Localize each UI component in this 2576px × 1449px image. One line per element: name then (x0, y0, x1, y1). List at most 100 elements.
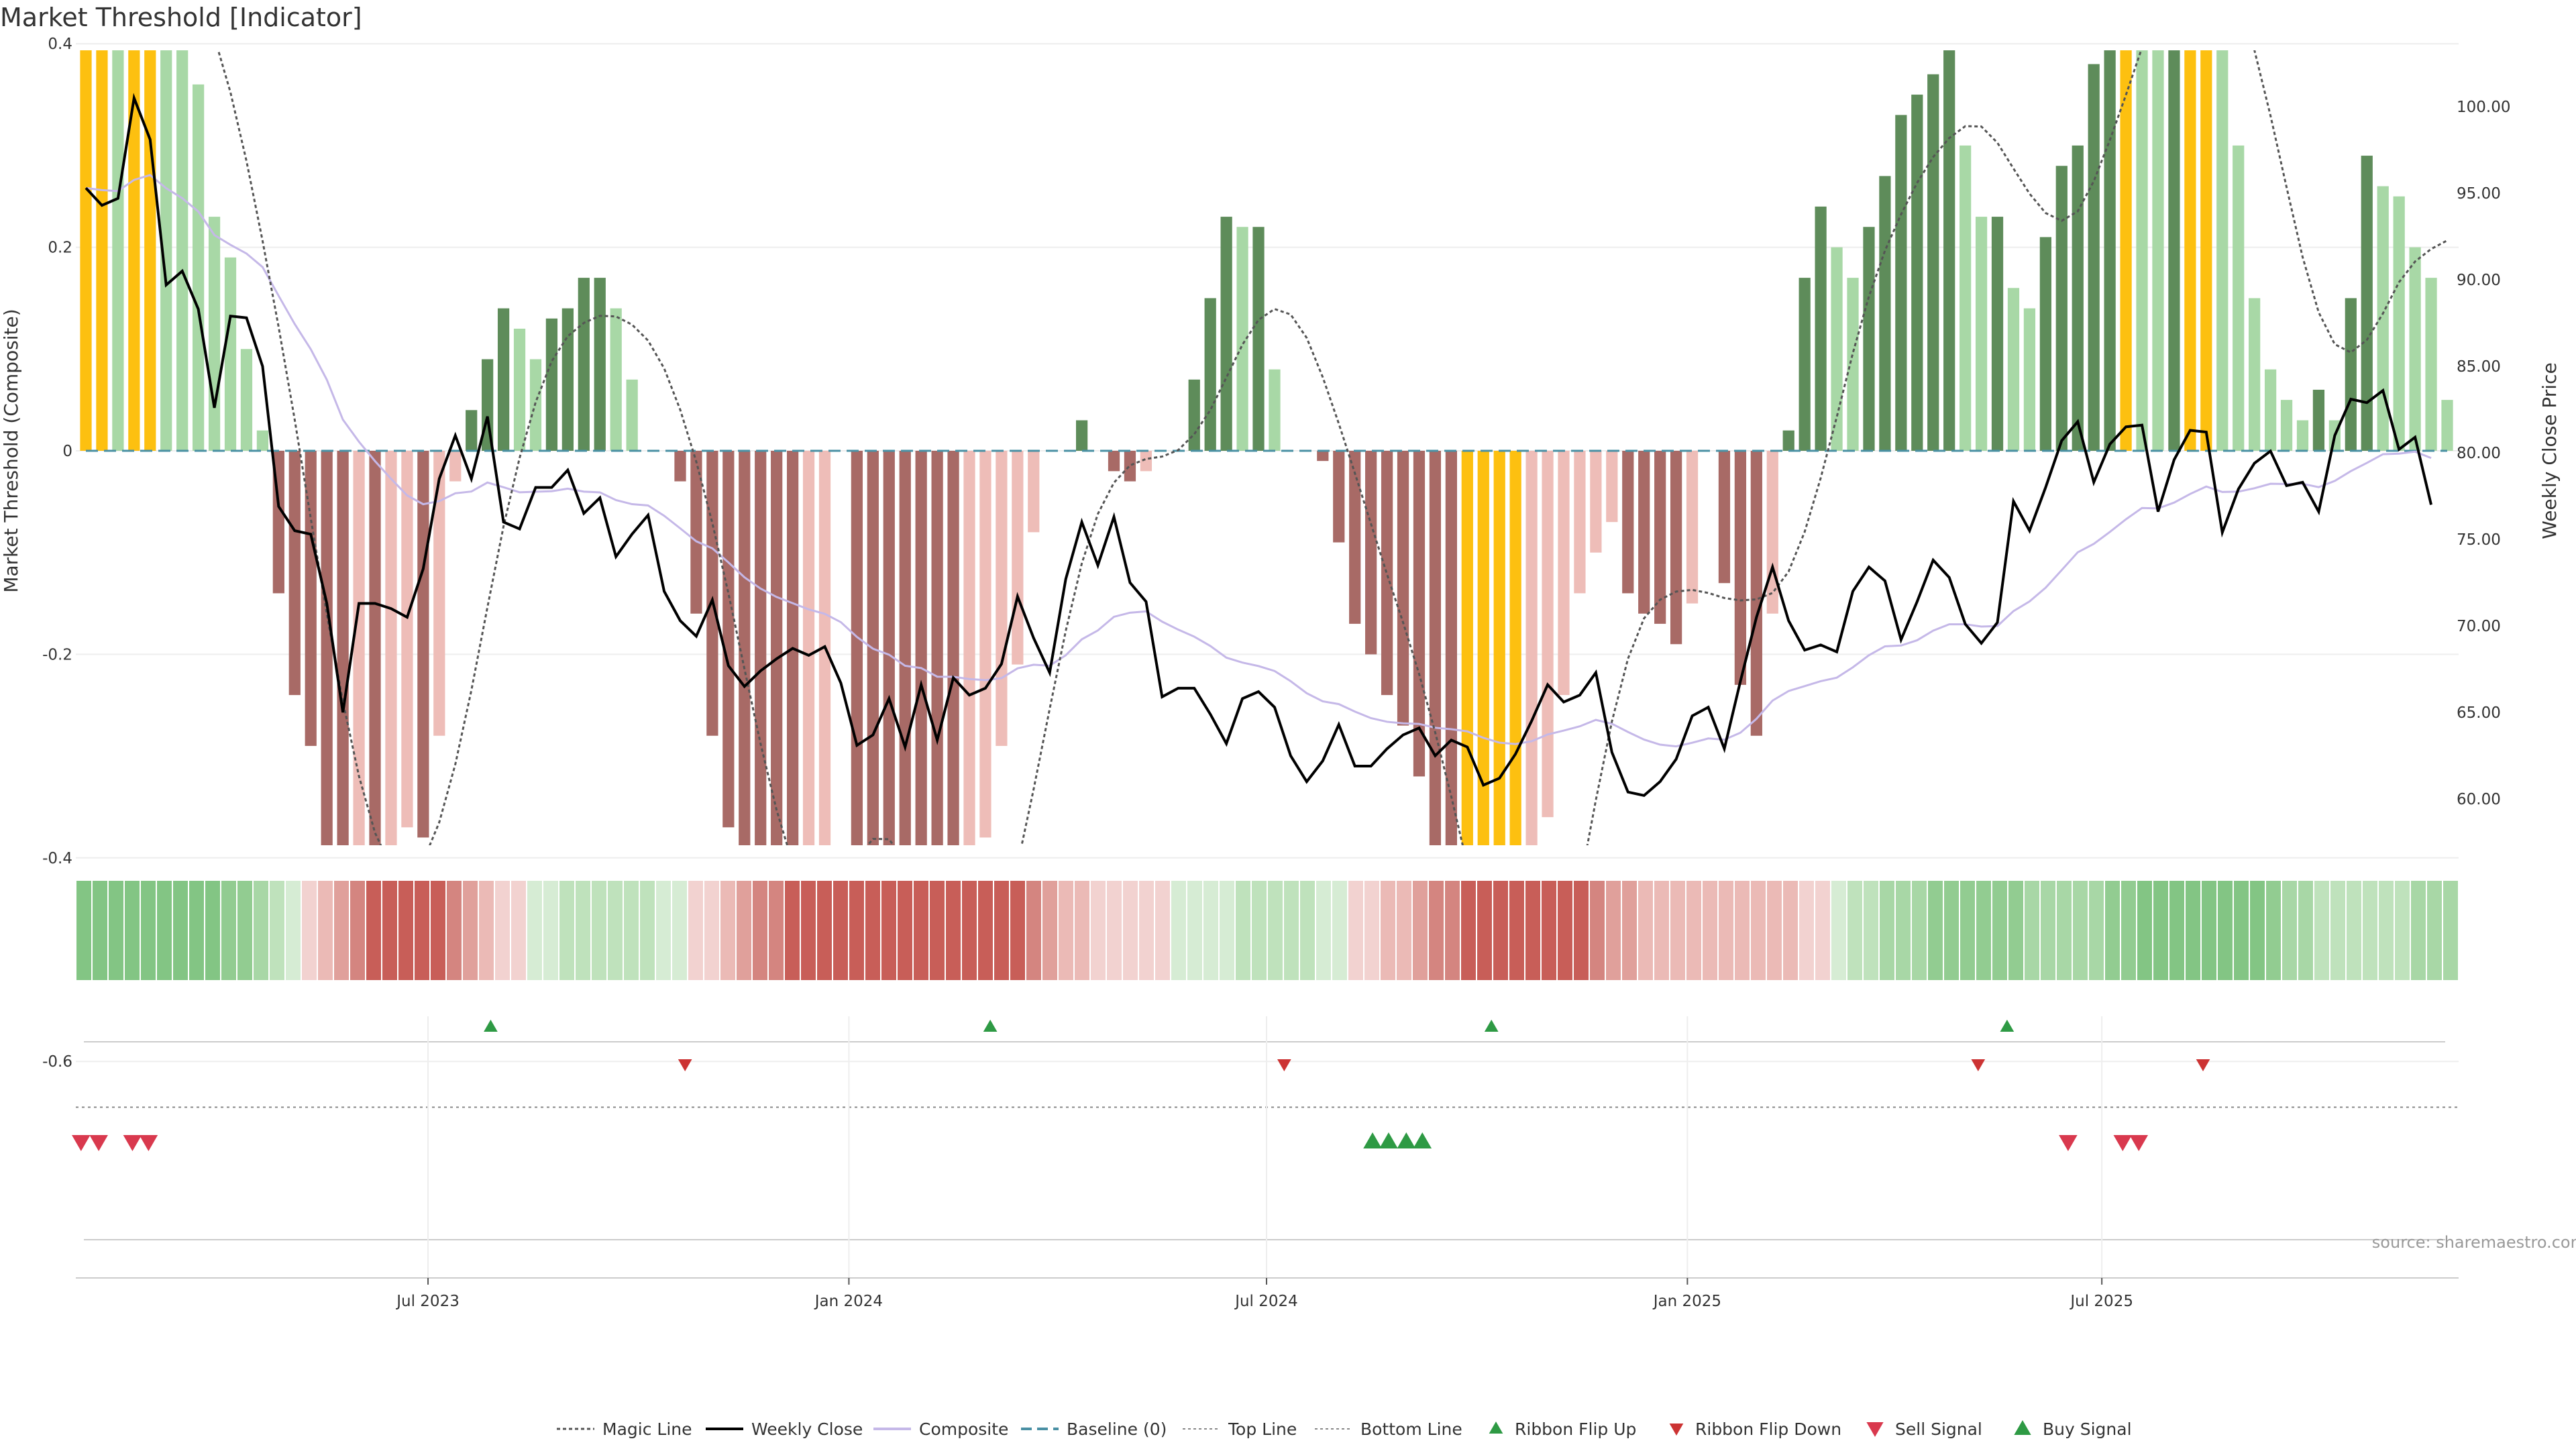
ribbon-cell (1171, 881, 1186, 980)
threshold-bar (626, 379, 638, 451)
ribbon-cell (1316, 881, 1331, 980)
left-tick-label: 0.2 (48, 239, 72, 257)
buy-signal-marker (1379, 1132, 1398, 1148)
ribbon-cell (1912, 881, 1927, 980)
sell-signal-marker (72, 1135, 91, 1151)
ribbon-cell (2089, 881, 2104, 980)
threshold-bar (2377, 186, 2389, 451)
legend-label: Magic Line (602, 1419, 692, 1439)
ribbon-cell (881, 881, 896, 980)
ribbon-cell (1187, 881, 1202, 980)
threshold-bar (1429, 451, 1442, 845)
threshold-bar (1670, 451, 1682, 645)
ribbon-cell (2137, 881, 2152, 980)
threshold-bar (1493, 451, 1505, 845)
ribbon-cell (1864, 881, 1878, 980)
ribbon-cell (205, 881, 220, 980)
threshold-bar (915, 451, 927, 845)
ribbon-cell (1284, 881, 1299, 980)
ribbon-cell (2395, 881, 2410, 980)
ribbon-cell (1751, 881, 1766, 980)
legend-label: Baseline (0) (1067, 1419, 1167, 1439)
ribbon-cell (1767, 881, 1782, 980)
ribbon-cell (254, 881, 268, 980)
right-tick-label: 85.00 (2457, 358, 2501, 376)
ribbon-cell (463, 881, 478, 980)
ribbon-cell (2379, 881, 2394, 980)
ribbon-cell (109, 881, 123, 980)
ribbon-cell (366, 881, 381, 980)
ribbon-cell (1042, 881, 1057, 980)
threshold-bar (385, 451, 397, 845)
left-tick-label: 0.4 (48, 36, 72, 53)
ribbon-cell (1413, 881, 1428, 980)
threshold-bar (1927, 74, 1939, 451)
ribbon-cell (2363, 881, 2377, 980)
ribbon-cell (1445, 881, 1460, 980)
threshold-bar (305, 451, 317, 746)
ribbon-cell (1461, 881, 1476, 980)
threshold-bar (160, 50, 172, 451)
ribbon-cell (157, 881, 172, 980)
ribbon-cell (2298, 881, 2313, 980)
ribbon-cell (2041, 881, 2055, 980)
threshold-bar (2055, 166, 2068, 451)
x-tick-label: Jul 2023 (395, 1293, 460, 1310)
ribbon-cell (962, 881, 977, 980)
ribbon-cell (1558, 881, 1572, 980)
threshold-bar (1799, 278, 1811, 451)
ribbon-cell (382, 881, 397, 980)
threshold-bar (2264, 369, 2277, 451)
threshold-bar (2361, 156, 2373, 451)
threshold-bar (1124, 451, 1136, 482)
ribbon-cell (189, 881, 204, 980)
threshold-bar (96, 50, 108, 451)
right-tick-label: 90.00 (2457, 272, 2501, 289)
ribbon-cell (1429, 881, 1444, 980)
left-tick-label: -0.4 (42, 850, 72, 867)
threshold-bar (1012, 451, 1024, 665)
threshold-bar (979, 451, 991, 838)
threshold-bar (2296, 420, 2309, 451)
legend-label: Ribbon Flip Down (1695, 1419, 1841, 1439)
threshold-bar (2216, 50, 2229, 451)
threshold-bar (1879, 176, 1891, 451)
threshold-bar (1815, 206, 1827, 451)
legend-label: Weekly Close (751, 1419, 863, 1439)
ribbon-cell (2427, 881, 2442, 980)
ribbon-cell (270, 881, 284, 980)
threshold-bar (1991, 217, 2004, 451)
ribbon-flip-down-marker (1971, 1059, 1986, 1071)
right-axis-title: Weekly Close Price (2538, 362, 2561, 539)
ribbon-cell (559, 881, 574, 980)
ribbon-cell (833, 881, 848, 980)
ribbon-cell (1268, 881, 1283, 980)
threshold-bar (2409, 247, 2421, 451)
threshold-bar (208, 217, 221, 451)
ribbon-cell (2330, 881, 2345, 980)
threshold-bar (1943, 50, 1955, 451)
weekly-close-line (85, 93, 2433, 798)
threshold-bar (224, 257, 237, 451)
threshold-bar (1863, 227, 1875, 451)
ribbon-cell (592, 881, 606, 980)
ribbon-cell (543, 881, 558, 980)
ribbon-cell (2153, 881, 2168, 980)
right-tick-label: 60.00 (2457, 791, 2501, 808)
ribbon-cell (318, 881, 333, 980)
ribbon-cell (672, 881, 687, 980)
threshold-bar (722, 451, 735, 828)
ribbon-cell (930, 881, 945, 980)
ribbon-cell (302, 881, 317, 980)
threshold-bar (1734, 451, 1747, 685)
threshold-bar (2200, 50, 2212, 451)
ribbon-cell (125, 881, 140, 980)
ribbon-cell (656, 881, 671, 980)
threshold-bar (1590, 451, 1602, 553)
threshold-bar (1333, 451, 1345, 543)
sell-signal-marker (2129, 1135, 2149, 1151)
threshold-bar (1445, 451, 1457, 845)
threshold-bar (1461, 451, 1473, 845)
threshold-bar (2039, 237, 2051, 451)
x-tick-label: Jan 2024 (814, 1293, 883, 1310)
